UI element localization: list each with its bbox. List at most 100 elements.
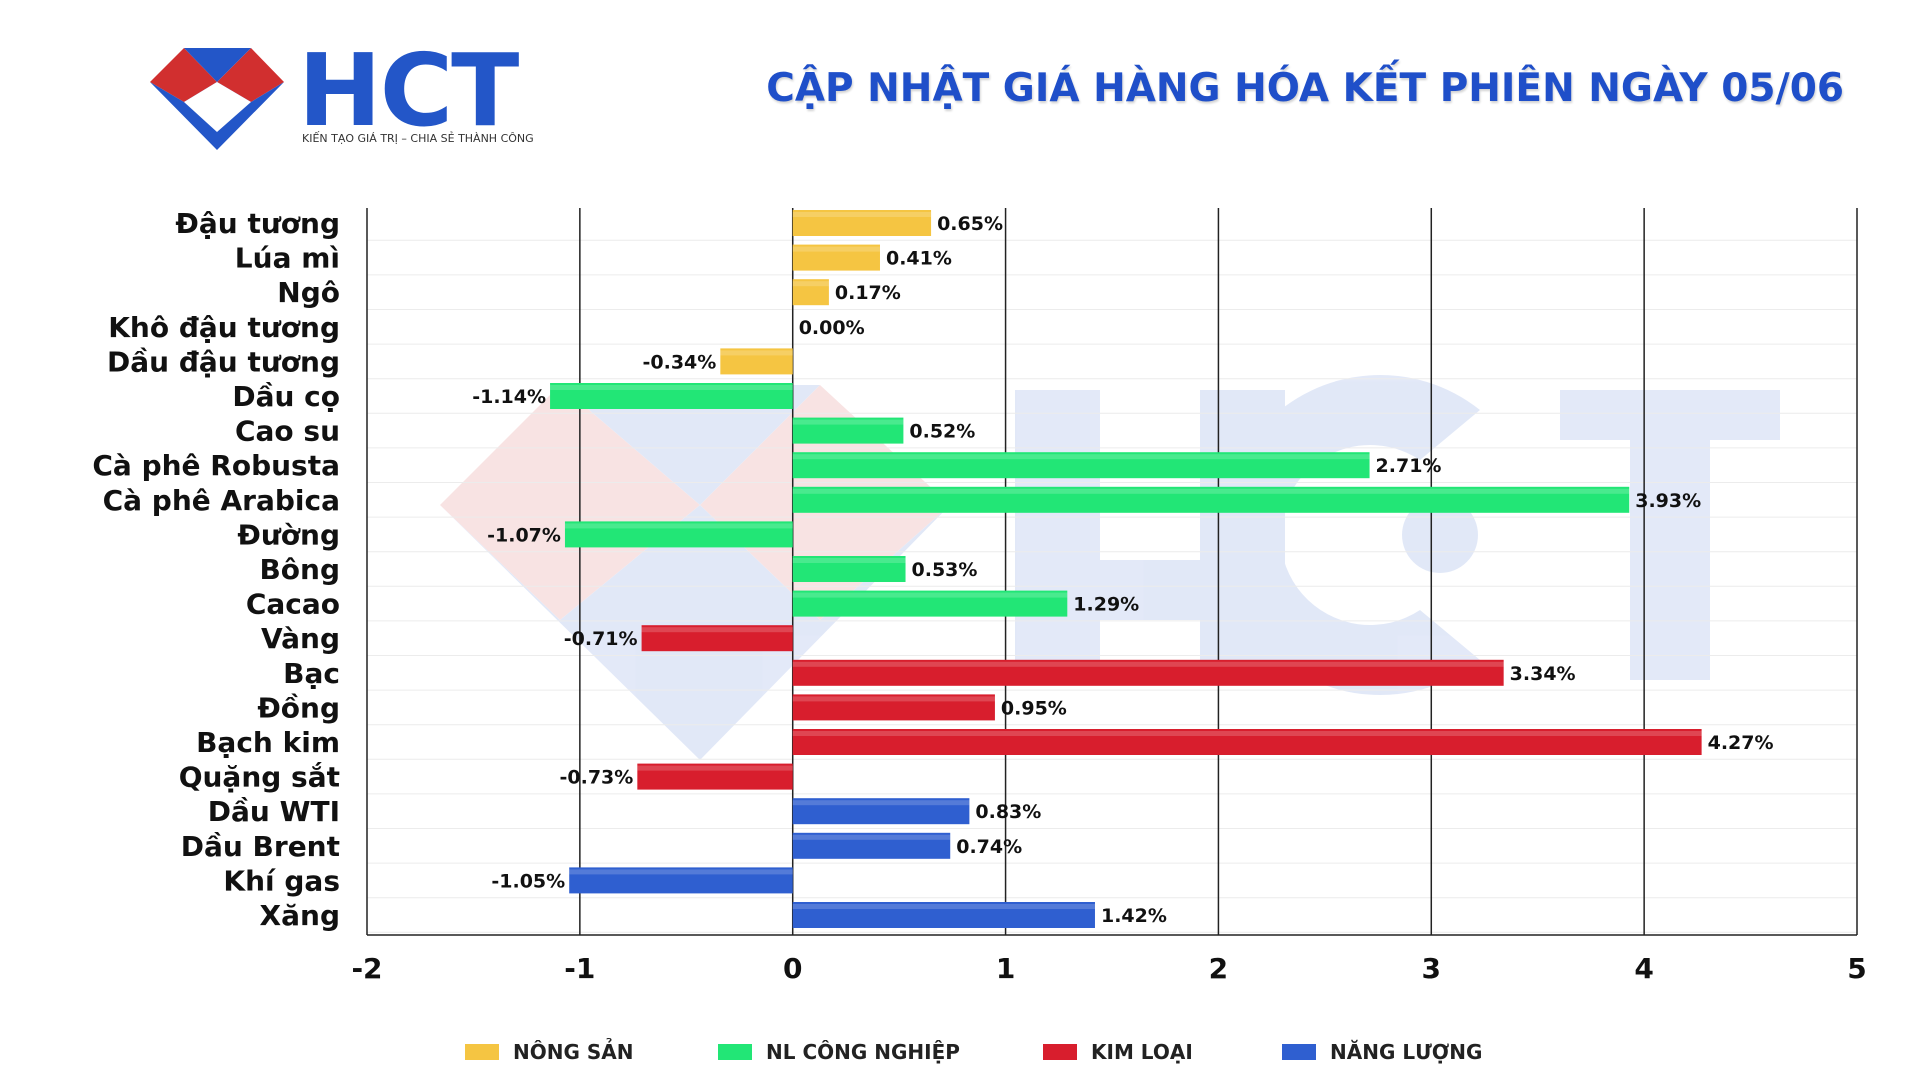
bar-highlight <box>792 904 1095 909</box>
category-label: Cà phê Arabica <box>103 484 340 517</box>
bar <box>792 694 995 721</box>
category-label: Dầu đậu tương <box>107 345 340 378</box>
data-label: 3.34% <box>1510 663 1576 685</box>
bar <box>792 902 1095 928</box>
diamond-logo-icon <box>150 48 284 150</box>
category-label: Khí gas <box>223 864 340 897</box>
bar-highlight <box>792 419 904 425</box>
bar-highlight <box>792 558 906 563</box>
category-label: Cao su <box>235 415 340 448</box>
data-label: 0.74% <box>956 836 1022 858</box>
category-label: Cà phê Robusta <box>92 449 340 482</box>
data-label: 0.65% <box>937 213 1003 235</box>
x-tick-label: 3 <box>1422 952 1441 985</box>
data-label: 0.95% <box>1001 697 1067 719</box>
category-label: Lúa mì <box>235 242 340 275</box>
chart-title: CẬP NHẬT GIÁ HÀNG HÓA KẾT PHIÊN NGÀY 05/… <box>766 66 1844 111</box>
legend-label: NL CÔNG NGHIỆP <box>766 1040 960 1064</box>
data-label: 0.53% <box>912 559 978 581</box>
category-label: Ngô <box>277 276 340 309</box>
data-label: -1.14% <box>472 386 546 408</box>
bar <box>792 556 906 582</box>
bar-highlight <box>792 246 880 252</box>
bar-highlight <box>641 627 793 633</box>
data-label: -0.71% <box>564 628 638 650</box>
category-label: Dầu cọ <box>232 380 340 413</box>
x-tick-label: 1 <box>996 952 1015 985</box>
data-label: 4.27% <box>1708 732 1774 754</box>
category-label: Bạc <box>283 657 340 690</box>
data-label: 0.17% <box>835 282 901 304</box>
legend-item: NÔNG SẢN <box>465 1040 633 1064</box>
bar-highlight <box>792 800 970 806</box>
legend-item: KIM LOẠI <box>1043 1040 1193 1064</box>
bar-highlight <box>792 592 1068 598</box>
bar-highlight <box>792 488 1630 494</box>
bar <box>792 798 970 825</box>
bar <box>792 417 904 444</box>
data-label: -1.07% <box>487 524 561 546</box>
data-label: 0.52% <box>909 421 975 443</box>
bar <box>641 625 793 652</box>
x-tick-label: 0 <box>783 952 802 985</box>
legend-swatch <box>718 1044 752 1060</box>
bar <box>792 832 951 859</box>
bar <box>792 590 1068 617</box>
bar-highlight <box>550 385 793 390</box>
category-label: Dầu Brent <box>181 830 340 863</box>
bar-highlight <box>569 869 793 875</box>
data-label: 1.42% <box>1101 905 1167 927</box>
bar <box>792 486 1630 513</box>
bar-highlight <box>637 765 793 771</box>
x-tick-label: -1 <box>564 952 595 985</box>
bar <box>550 383 793 409</box>
x-tick-label: -2 <box>351 952 382 985</box>
bar <box>637 763 793 790</box>
bar-highlight <box>792 834 951 840</box>
data-label: 1.29% <box>1073 594 1139 616</box>
category-label: Cacao <box>246 588 340 621</box>
brand-logo: HCT KIẾN TẠO GIÁ TRỊ – CHIA SẺ THÀNH CÔN… <box>150 36 534 160</box>
legend-item: NĂNG LƯỢNG <box>1282 1040 1482 1064</box>
bar <box>792 210 932 236</box>
category-label: Bạch kim <box>196 726 340 759</box>
brand-tagline: KIẾN TẠO GIÁ TRỊ – CHIA SẺ THÀNH CÔNG <box>302 132 534 145</box>
chart-legend: NÔNG SẢN NL CÔNG NGHIỆP KIM LOẠI NĂNG LƯỢNG <box>0 1040 1920 1070</box>
x-tick-label: 2 <box>1209 952 1228 985</box>
bar <box>792 279 829 306</box>
bar-highlight <box>792 454 1370 460</box>
data-label: 2.71% <box>1376 455 1442 477</box>
bar <box>720 348 793 375</box>
bar-highlight <box>564 523 793 529</box>
bar <box>569 867 793 894</box>
watermark-logo <box>440 375 1780 760</box>
legend-swatch <box>1282 1044 1316 1060</box>
data-label: 0.41% <box>886 248 952 270</box>
data-label: 0.00% <box>799 317 865 339</box>
legend-item: NL CÔNG NGHIỆP <box>718 1040 960 1064</box>
bar <box>792 244 880 271</box>
data-label: -0.73% <box>560 767 634 789</box>
bar-highlight <box>792 281 829 287</box>
data-label: 3.93% <box>1635 490 1701 512</box>
category-label: Khô đậu tương <box>108 311 340 344</box>
category-label: Vàng <box>261 622 340 655</box>
data-label: 0.83% <box>975 801 1041 823</box>
category-label: Dầu WTI <box>208 795 340 828</box>
category-label: Bông <box>259 553 340 586</box>
legend-label: NÔNG SẢN <box>513 1040 634 1064</box>
category-label: Đậu tương <box>175 207 340 240</box>
data-label: -0.34% <box>643 351 717 373</box>
bar <box>792 659 1504 686</box>
bar-highlight <box>720 350 793 356</box>
bar-highlight <box>792 212 932 217</box>
legend-label: NĂNG LƯỢNG <box>1330 1040 1483 1064</box>
legend-swatch <box>465 1044 499 1060</box>
bar <box>792 452 1370 479</box>
category-label: Đường <box>237 518 340 551</box>
category-label: Đồng <box>257 691 340 724</box>
bar-highlight <box>792 661 1504 667</box>
bar <box>564 521 793 548</box>
legend-label: KIM LOẠI <box>1091 1040 1193 1064</box>
